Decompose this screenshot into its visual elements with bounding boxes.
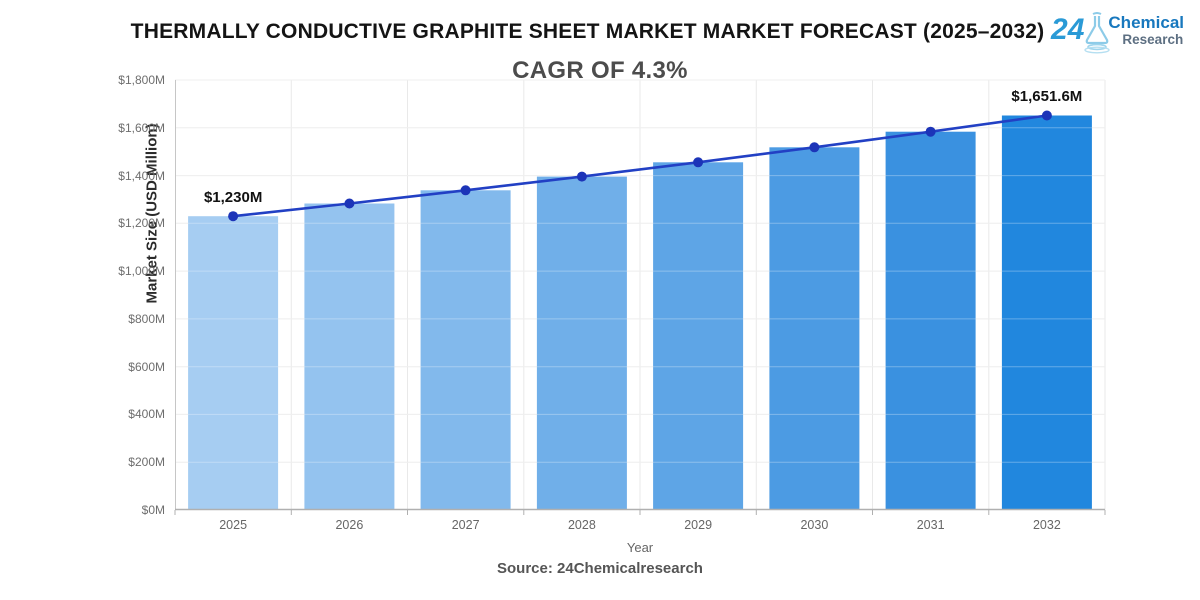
logo-text: Chemical Research xyxy=(1108,10,1184,47)
source-caption: Source: 24Chemicalresearch xyxy=(497,560,703,577)
logo-line1: Chemical xyxy=(1108,13,1184,32)
x-tick-label: 2029 xyxy=(684,518,713,532)
y-tick-label: $0M xyxy=(141,503,165,517)
y-tick-label: $1,200M xyxy=(118,216,165,231)
chart-title: THERMALLY CONDUCTIVE GRAPHITE SHEET MARK… xyxy=(130,20,1045,43)
y-tick-label: $1,800M xyxy=(118,73,165,87)
plot-area xyxy=(174,79,1106,515)
logo-line2: Research xyxy=(1122,32,1184,47)
data-point-label: $1,651.6M xyxy=(1011,88,1083,106)
company-logo: 24 Chemical Research xyxy=(1051,10,1184,56)
x-tick-label: 2026 xyxy=(335,518,364,532)
y-tick-label: $1,000M xyxy=(118,264,165,279)
y-tick-label: $600M xyxy=(128,359,165,374)
y-tick-label: $1,400M xyxy=(118,168,165,183)
y-tick-label: $1,600M xyxy=(118,120,165,135)
x-tick-label: 2031 xyxy=(916,518,945,532)
x-tick-label: 2025 xyxy=(219,518,248,532)
x-tick-label: 2030 xyxy=(800,518,829,532)
x-axis-title: Year xyxy=(626,540,654,555)
x-tick-label: 2027 xyxy=(451,518,480,532)
y-tick-label: $200M xyxy=(128,455,165,470)
x-tick-label: 2032 xyxy=(1032,518,1061,532)
flask-icon xyxy=(1082,12,1112,59)
y-tick-label: $800M xyxy=(128,311,165,326)
x-tick-label: 2028 xyxy=(567,518,596,532)
logo-number: 24 xyxy=(1051,13,1085,46)
data-point-label: $1,230M xyxy=(203,189,263,207)
y-tick-label: $400M xyxy=(128,407,165,422)
